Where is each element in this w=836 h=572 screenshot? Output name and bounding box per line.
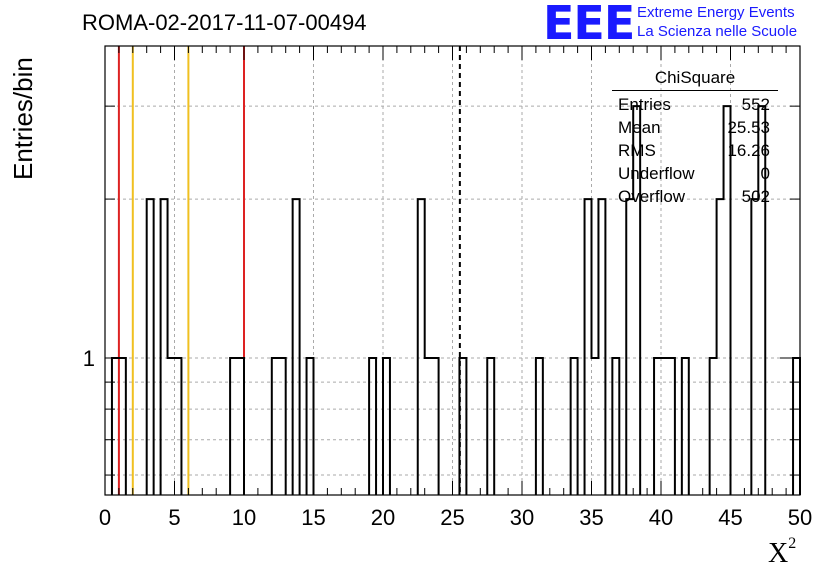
x-tick-label: 35 (579, 505, 603, 530)
stats-row-overflow: Overflow 502 (618, 187, 770, 206)
histogram-bin (369, 358, 376, 495)
histogram-bin (307, 358, 314, 495)
x-tick-label: 5 (168, 505, 180, 530)
histogram-bin (654, 358, 661, 495)
y-axis-label: Entries/bin (8, 57, 38, 180)
histogram-bin (751, 199, 758, 495)
histogram-bin (487, 358, 494, 495)
run-title: ROMA-02-2017-11-07-00494 (82, 10, 367, 35)
x-tick-label: 25 (440, 505, 464, 530)
histogram-bin (717, 199, 724, 495)
x-tick-label: 15 (301, 505, 325, 530)
histogram-bin (682, 358, 689, 495)
x-tick-label: 50 (788, 505, 812, 530)
stats-box: ChiSquare Entries 552 Mean 25.53 RMS 16.26 … (612, 66, 778, 208)
logo-text-line1: Extreme Energy Events (637, 4, 795, 21)
histogram-bin (612, 358, 619, 495)
histogram-bin (293, 199, 300, 495)
stats-row-entries: Entries 552 (618, 95, 770, 114)
histogram-bin (536, 358, 543, 495)
grid-lines (105, 46, 800, 495)
x-axis-label: X2 (768, 534, 797, 569)
histogram-bin (161, 199, 168, 495)
stats-row-underflow: Underflow 0 (618, 164, 770, 183)
histogram-bin (168, 358, 175, 495)
histogram-bin (383, 358, 390, 495)
stats-row-mean: Mean 25.53 (618, 118, 770, 137)
histogram-bin (119, 358, 126, 495)
histogram-bin (230, 358, 237, 495)
histogram-bin (598, 199, 605, 495)
stats-title: ChiSquare (612, 66, 778, 91)
eee-logo-icon: EEE (543, 0, 635, 50)
x-tick-label: 45 (718, 505, 742, 530)
histogram-bin (279, 358, 286, 495)
histogram-bin (425, 358, 432, 495)
logo-text-line2: La Scienza nelle Scuole (637, 23, 798, 40)
histogram-bin (237, 358, 244, 495)
histogram-bin (793, 358, 800, 495)
axis-ticks (104, 46, 801, 495)
histogram-bin (585, 199, 592, 495)
histogram-bin (710, 358, 717, 495)
x-tick-label: 30 (510, 505, 534, 530)
histogram-bin (661, 358, 668, 495)
histogram-bin (418, 199, 425, 495)
histogram-bin (272, 358, 279, 495)
histogram-bin (175, 358, 182, 495)
stats-row-rms: RMS 16.26 (618, 141, 770, 160)
x-tick-label: 0 (99, 505, 111, 530)
x-axis-label-sup: 2 (788, 534, 797, 552)
histogram-bin (432, 358, 439, 495)
histogram-bin (112, 358, 119, 495)
histogram-bin (592, 358, 599, 495)
y-tick-label: 1 (83, 346, 95, 371)
x-tick-label: 40 (649, 505, 673, 530)
axis-tick-labels: 0 5 10 15 20 25 30 35 40 45 50 1 (83, 346, 812, 530)
histogram-bin (626, 199, 633, 495)
histogram-bin (571, 358, 578, 495)
x-tick-label: 20 (371, 505, 395, 530)
reference-lines (117, 46, 461, 495)
histogram-bin (668, 358, 675, 495)
x-tick-label: 10 (232, 505, 256, 530)
histogram-bin (147, 199, 154, 495)
